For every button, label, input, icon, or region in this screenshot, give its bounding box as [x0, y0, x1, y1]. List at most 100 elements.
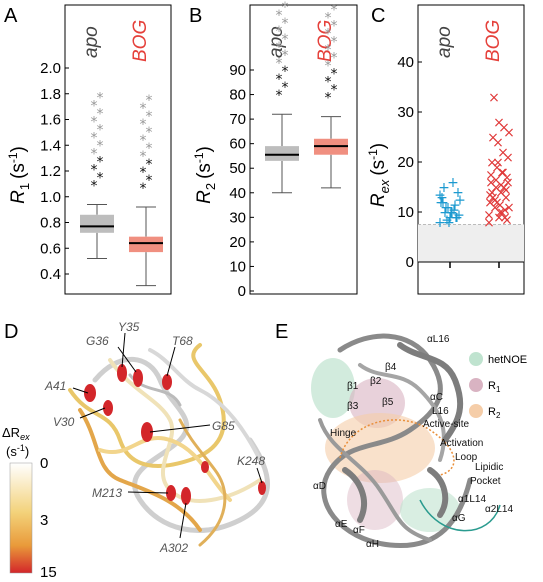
c-point-BOG: ×	[499, 203, 511, 219]
c-point-apo: +	[435, 195, 447, 211]
c-point-BOG: ×	[495, 178, 507, 194]
panel-d-hotspots	[84, 364, 266, 505]
legend-label-r2-sub: 2	[496, 411, 501, 420]
c-point-BOG: ×	[500, 190, 512, 206]
c-point-BOG: ×	[502, 150, 514, 166]
legend-label-r1-sub: 1	[496, 385, 501, 394]
c-point-apo: +	[442, 200, 454, 216]
c-point-apo: +	[445, 205, 457, 221]
e-label-lipidic: Lipidic	[475, 462, 503, 473]
colorbar-tick-15: 15	[40, 564, 57, 581]
ylabel-a-close: )	[8, 146, 29, 152]
panel-b-frame	[249, 4, 358, 295]
c-point-BOG: ×	[495, 185, 507, 201]
e-label-b1: β1	[347, 381, 359, 392]
panel-a-frame	[64, 4, 172, 295]
e-label-a2L14: α2L14	[485, 504, 513, 515]
c-point-apo: +	[446, 205, 458, 221]
c-point-BOG: ×	[488, 90, 500, 106]
a-outlier-apo: *	[91, 178, 98, 194]
b-outlier-apo: *	[282, 0, 289, 16]
c-point-BOG: ×	[487, 130, 499, 146]
panel-e-legend: hetNOE R1 R2	[469, 352, 527, 420]
c-tick-label: 30	[397, 104, 414, 121]
b-outlier-BOG: *	[331, 3, 338, 19]
b-tick-label: 0	[238, 283, 246, 300]
c-point-apo: +	[448, 203, 460, 219]
residue-label-g36: G36	[86, 334, 109, 348]
residue-label-a302: A302	[159, 541, 188, 555]
e-label-b2: β2	[370, 376, 382, 387]
e-label-pocket: Pocket	[470, 476, 501, 487]
b-outlier-BOG: *	[325, 27, 332, 43]
a-outlier-apo: *	[97, 122, 104, 138]
c-point-BOG: ×	[501, 170, 513, 186]
legend-swatch-r1	[469, 378, 483, 392]
a-outlier-apo: *	[97, 170, 104, 186]
e-label-aG: αG	[452, 513, 466, 524]
a-tick-label: 1.2	[40, 163, 61, 180]
svg-text:ΔRex: ΔRex	[2, 425, 30, 442]
c-point-BOG: ×	[493, 115, 505, 131]
e-label-aH: αH	[366, 539, 379, 550]
a-outlier-apo: *	[91, 130, 98, 146]
colorbar-gradient	[9, 462, 33, 574]
c-point-BOG: ×	[496, 165, 508, 181]
ylabel-c-sub: ex	[377, 179, 392, 193]
e-label-hinge: Hinge	[330, 428, 357, 439]
a-outlier-BOG: *	[140, 117, 147, 133]
c-point-BOG: ×	[494, 205, 506, 221]
c-point-BOG: ×	[484, 188, 496, 204]
residue-label-t68: T68	[172, 334, 193, 348]
c-point-BOG: ×	[503, 125, 515, 141]
c-point-BOG: ×	[497, 145, 509, 161]
a-outlier-BOG: *	[146, 93, 153, 109]
panel-b-apo-label: apo	[266, 26, 287, 58]
e-label-b3: β3	[347, 401, 359, 412]
c-point-BOG: ×	[498, 120, 510, 136]
e-label-aE: αE	[335, 519, 348, 530]
panel-c-apo-label: apo	[434, 26, 455, 58]
a-tick-label: 1.6	[40, 112, 61, 129]
panel-c-bog-label: BOG	[483, 20, 504, 62]
panel-a-apo-label: apo	[81, 26, 102, 58]
c-point-apo: +	[441, 213, 453, 229]
a-outlier-BOG: *	[146, 173, 153, 189]
a-tick-label: 0.4	[40, 266, 61, 283]
ylabel-b-close: )	[194, 146, 215, 152]
b-outlier-BOG: *	[325, 43, 332, 59]
c-point-BOG: ×	[484, 195, 496, 211]
b-outlier-apo: *	[282, 32, 289, 48]
ylabel-a-unit: (s	[8, 163, 29, 179]
panel-d-callouts	[72, 332, 263, 539]
panel-c-frame	[417, 4, 525, 295]
c-point-BOG: ×	[490, 180, 502, 196]
c-point-apo: +	[440, 200, 452, 216]
c-point-BOG: ×	[491, 160, 503, 176]
c-point-BOG: ×	[492, 135, 504, 151]
c-point-apo: +	[436, 190, 448, 206]
c-point-apo: +	[447, 175, 459, 191]
legend-label-r2-main: R	[488, 406, 496, 418]
c-point-BOG: ×	[498, 180, 510, 196]
a-outlier-apo: *	[97, 154, 104, 170]
b-box-apo	[265, 146, 299, 161]
c-point-BOG: ×	[483, 208, 495, 224]
b-outlier-BOG: *	[325, 75, 332, 91]
c-point-apo: +	[444, 210, 456, 226]
c-point-BOG: ×	[501, 213, 513, 229]
residue-label-m213: M213	[92, 486, 122, 500]
panel-e-ribbon	[318, 333, 473, 549]
e-label-aF: αF	[353, 525, 365, 536]
b-outlier-apo: *	[276, 8, 283, 24]
residue-label-k248: K248	[237, 454, 265, 468]
b-outlier-apo: *	[282, 16, 289, 32]
ylabel-b-exp: -1	[192, 152, 206, 163]
e-label-aL16: αL16	[427, 334, 450, 345]
a-tick-label: 0.6	[40, 240, 61, 257]
a-tick-label: 1.8	[40, 86, 61, 103]
panel-b-ylabel: R2 (s-1)	[192, 146, 218, 204]
c-point-BOG: ×	[496, 205, 508, 221]
panel-b-bog-label: BOG	[315, 20, 336, 62]
